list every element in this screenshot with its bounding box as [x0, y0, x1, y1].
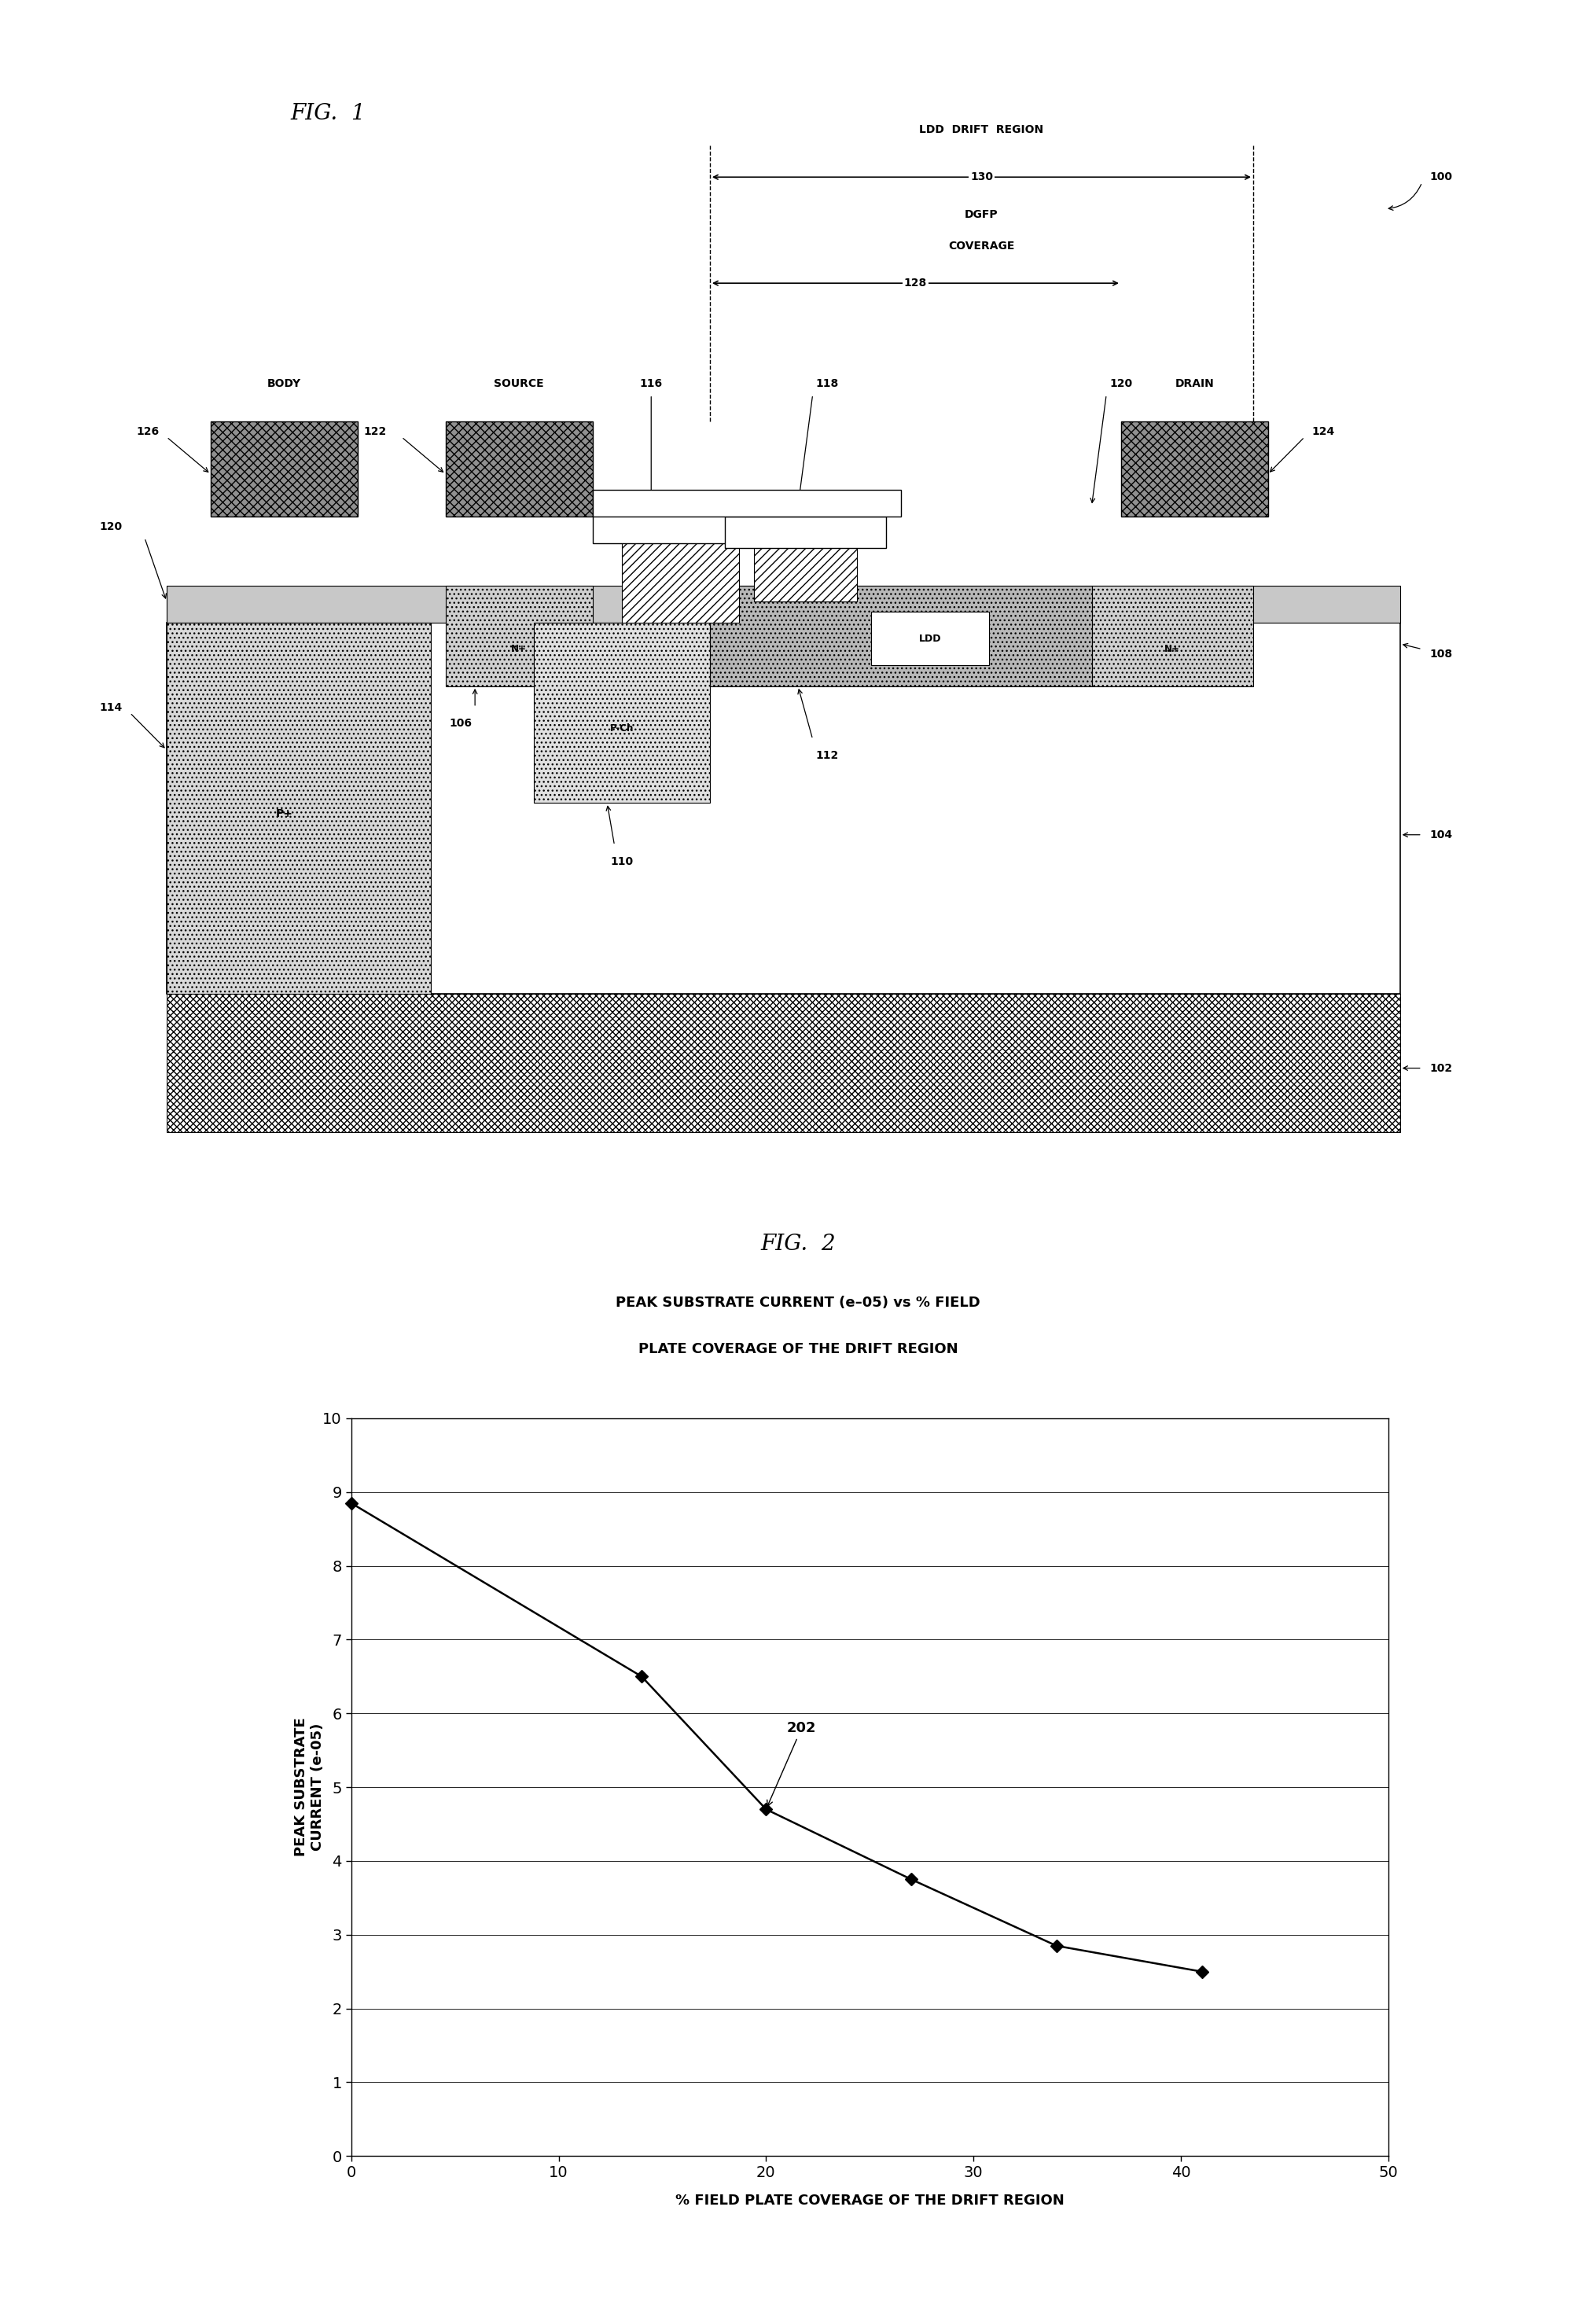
Bar — [710, 586, 1092, 687]
Bar — [445, 586, 592, 687]
Text: N+: N+ — [511, 643, 527, 655]
Bar — [211, 422, 358, 517]
Text: PLATE COVERAGE OF THE DRIFT REGION: PLATE COVERAGE OF THE DRIFT REGION — [638, 1342, 958, 1356]
Text: N+: N+ — [1165, 643, 1179, 655]
Bar — [871, 611, 990, 664]
Text: FIG.  2: FIG. 2 — [760, 1234, 836, 1254]
Text: 130: 130 — [970, 171, 993, 182]
Text: 104: 104 — [1430, 830, 1452, 839]
Bar — [622, 537, 739, 623]
Y-axis label: PEAK SUBSTRATE
CURRENT (e-05): PEAK SUBSTRATE CURRENT (e-05) — [294, 1718, 324, 1856]
Bar — [166, 994, 1400, 1132]
Text: 126: 126 — [136, 427, 160, 438]
Text: 128: 128 — [903, 277, 927, 288]
Text: LDD  DRIFT  REGION: LDD DRIFT REGION — [919, 125, 1044, 136]
Bar — [166, 623, 431, 994]
Text: 100: 100 — [1430, 171, 1452, 182]
Text: 110: 110 — [610, 856, 634, 867]
Text: P-Ch: P-Ch — [610, 724, 634, 733]
Bar — [166, 586, 1400, 623]
Bar — [592, 512, 769, 544]
Text: 124: 124 — [1312, 427, 1334, 438]
Text: 120: 120 — [99, 521, 123, 533]
Text: DRAIN: DRAIN — [1175, 378, 1215, 390]
Text: PEAK SUBSTRATE CURRENT (e–05) vs % FIELD: PEAK SUBSTRATE CURRENT (e–05) vs % FIELD — [616, 1296, 980, 1310]
Text: 108: 108 — [1430, 648, 1452, 660]
Bar — [1120, 422, 1267, 517]
Text: 114: 114 — [99, 701, 123, 713]
X-axis label: % FIELD PLATE COVERAGE OF THE DRIFT REGION: % FIELD PLATE COVERAGE OF THE DRIFT REGI… — [675, 2193, 1065, 2207]
Bar — [753, 544, 857, 602]
Text: 116: 116 — [640, 378, 662, 390]
Text: 118: 118 — [816, 378, 839, 390]
Text: COVERAGE: COVERAGE — [948, 240, 1015, 251]
Bar — [1092, 586, 1253, 687]
Text: BODY: BODY — [267, 378, 302, 390]
Bar — [166, 623, 1400, 994]
Text: 106: 106 — [448, 717, 472, 729]
Bar — [533, 623, 710, 802]
Text: 202: 202 — [768, 1720, 816, 1806]
Bar — [445, 422, 592, 517]
Text: FIG.  1: FIG. 1 — [290, 104, 365, 125]
Text: 102: 102 — [1430, 1063, 1452, 1075]
Text: 122: 122 — [364, 427, 386, 438]
Text: LDD: LDD — [919, 634, 942, 643]
Bar — [725, 517, 886, 549]
Bar — [592, 491, 900, 517]
Text: DGFP: DGFP — [966, 210, 998, 219]
Text: SOURCE: SOURCE — [495, 378, 544, 390]
Text: 120: 120 — [1109, 378, 1133, 390]
Text: 112: 112 — [816, 749, 839, 761]
Text: P+: P+ — [276, 807, 292, 819]
